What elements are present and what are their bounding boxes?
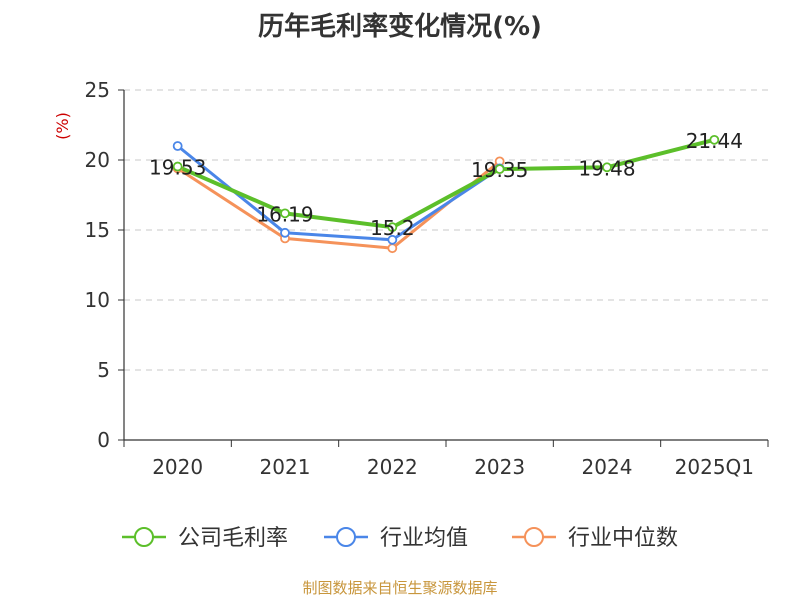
data-point [172, 141, 183, 151]
legend-marker-icon [134, 527, 154, 547]
data-point [387, 243, 398, 254]
x-tick-label: 2023 [474, 455, 525, 479]
y-tick-label: 0 [97, 428, 110, 452]
legend-marker-icon [336, 527, 356, 547]
data-label: 15.2 [370, 216, 415, 240]
y-axis-unit-label: (%) [53, 112, 72, 140]
data-point [602, 162, 612, 173]
data-label: 16.19 [256, 202, 313, 226]
data-point [280, 208, 290, 219]
data-point [709, 134, 720, 145]
data-point [387, 234, 398, 245]
series-line [176, 137, 715, 230]
y-tick-label: 20 [85, 148, 110, 172]
y-tick-label: 5 [97, 358, 110, 382]
x-tick-label: 2022 [367, 455, 418, 479]
data-label: 21.44 [686, 129, 743, 153]
x-tick-label: 2024 [582, 455, 633, 479]
y-tick-label: 25 [85, 78, 110, 102]
data-label: 19.53 [149, 156, 206, 180]
source-footer: 制图数据来自恒生聚源数据库 [302, 579, 498, 597]
legend-entry-label: 行业中位数 [568, 526, 678, 551]
y-tick-label: 10 [85, 288, 110, 312]
data-label: 19.35 [471, 158, 528, 182]
data-label: 19.48 [578, 156, 635, 180]
x-tick-label: 2025Q1 [675, 455, 754, 479]
legend-entry-label: 行业均值 [380, 526, 468, 551]
data-point [494, 164, 505, 175]
x-tick-label: 2020 [152, 455, 203, 479]
chart-title: 历年毛利率变化情况(%) [258, 12, 542, 42]
legend-entry-label: 公司毛利率 [178, 526, 288, 551]
x-tick-label: 2021 [260, 455, 311, 479]
data-point [280, 227, 290, 238]
y-tick-label: 15 [85, 218, 110, 242]
legend-marker-icon [524, 527, 544, 547]
data-point [387, 222, 398, 233]
data-point [172, 161, 183, 172]
